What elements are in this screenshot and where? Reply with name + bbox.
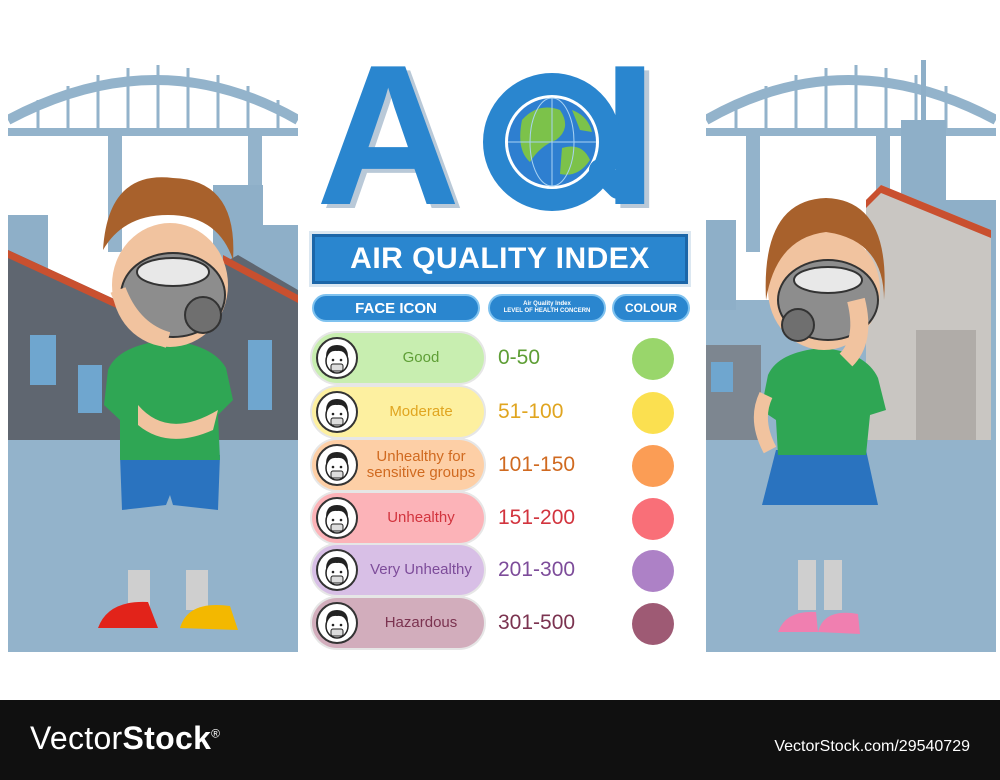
banner-title: AIR QUALITY INDEX <box>350 242 650 275</box>
masked-face-icon <box>316 337 358 379</box>
level-pill: Unhealthy <box>312 493 484 543</box>
aqi-level-row: Unhealthy for sensitive groups 101-150 <box>312 440 692 490</box>
earth-globe-icon <box>483 73 629 211</box>
aqi-level-row: Unhealthy 151-200 <box>312 493 692 543</box>
level-colour-swatch <box>632 550 674 592</box>
boy-with-gas-mask <box>8 65 298 652</box>
aqi-title: A I Q <box>310 36 695 236</box>
air-quality-index-banner: AIR QUALITY INDEX <box>312 234 688 284</box>
aqi-level-row: Moderate 51-100 <box>312 387 692 437</box>
face-icon-column-header: FACE ICON <box>312 294 480 322</box>
level-label: Good <box>402 349 440 366</box>
level-pill: Unhealthy for sensitive groups <box>312 440 484 490</box>
level-header-line2: LEVEL OF HEALTH CONCERN <box>503 308 591 314</box>
aqi-level-row: Good 0-50 <box>312 333 692 383</box>
masked-face-icon <box>316 497 358 539</box>
aqi-range: 151-200 <box>498 506 576 529</box>
aqi-range: 0-50 <box>498 346 541 369</box>
aqi-range: 101-150 <box>498 453 576 476</box>
level-colour-swatch <box>632 498 674 540</box>
level-colour-swatch <box>632 392 674 434</box>
aqi-range: 301-500 <box>498 611 576 634</box>
level-column-header: Air Quality Index LEVEL OF HEALTH CONCER… <box>488 294 606 322</box>
aqi-level-row: Hazardous 301-500 <box>312 598 692 648</box>
brand-bold: Stock <box>122 720 212 756</box>
level-pill: Moderate <box>312 387 484 437</box>
level-pill: Hazardous <box>312 598 484 648</box>
level-label: Very Unhealthy <box>370 561 472 578</box>
right-scene-illustration <box>706 0 996 652</box>
girl-with-gas-mask <box>706 60 996 652</box>
level-colour-swatch <box>632 338 674 380</box>
level-label: Moderate <box>389 403 453 420</box>
masked-face-icon <box>316 444 358 486</box>
watermark-footer: VectorStock® VectorStock.com/29540729 <box>0 700 1000 780</box>
level-label: Hazardous <box>384 614 458 631</box>
brand-light: Vector <box>30 720 123 756</box>
level-pill: Very Unhealthy <box>312 545 484 595</box>
level-label: Unhealthy <box>387 509 455 526</box>
brand-logo: VectorStock® <box>30 720 220 757</box>
aqi-range: 201-300 <box>498 558 576 581</box>
masked-face-icon <box>316 391 358 433</box>
stock-id: VectorStock.com/29540729 <box>774 738 970 755</box>
brand-mark: ® <box>211 726 221 741</box>
aqi-range: 51-100 <box>498 400 564 423</box>
masked-face-icon <box>316 602 358 644</box>
left-scene-illustration <box>8 0 298 652</box>
colour-column-header: COLOUR <box>612 294 690 322</box>
level-header-line1: Air Quality Index <box>523 301 571 307</box>
aqi-level-row: Very Unhealthy 201-300 <box>312 545 692 595</box>
title-letter-a: A <box>316 24 461 247</box>
masked-face-icon <box>316 549 358 591</box>
level-colour-swatch <box>632 603 674 645</box>
level-pill: Good <box>312 333 484 383</box>
level-label: Unhealthy for sensitive groups <box>366 448 476 481</box>
level-colour-swatch <box>632 445 674 487</box>
